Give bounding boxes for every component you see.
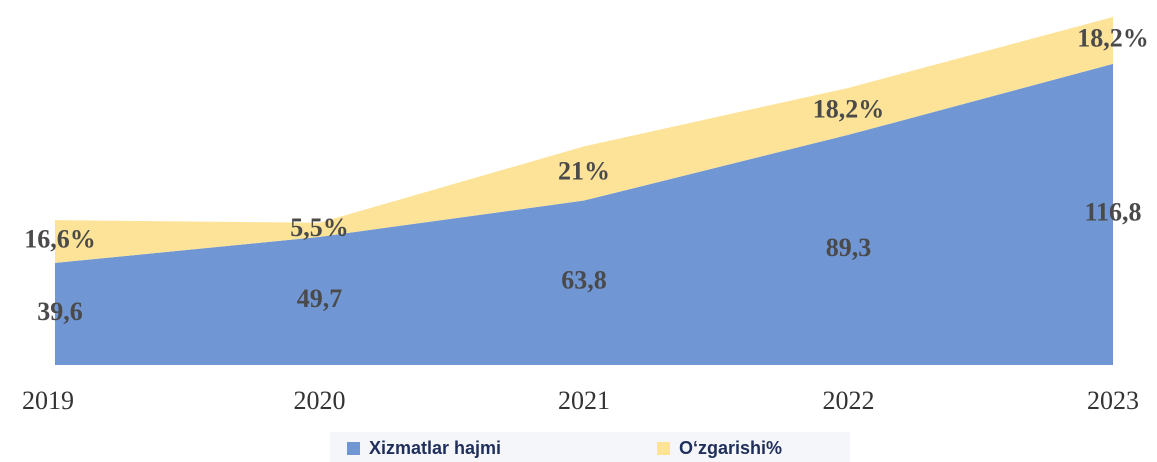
x-tick-label: 2020: [294, 386, 346, 415]
value-label: 39,6: [37, 297, 83, 326]
x-tick-label: 2019: [22, 386, 74, 415]
legend-label: O‘zgarishi%: [679, 438, 782, 458]
legend-swatch: [347, 442, 360, 455]
value-label: 16,6%: [24, 224, 96, 253]
value-label: 18,2%: [813, 94, 885, 123]
x-tick-label: 2022: [823, 386, 875, 415]
value-label: 5,5%: [290, 213, 349, 242]
area: [55, 17, 1113, 263]
legend-background: [330, 432, 850, 462]
value-label: 116,8: [1084, 197, 1141, 226]
x-tick-label: 2023: [1087, 386, 1139, 415]
legend-label: Xizmatlar hajmi: [369, 438, 501, 458]
value-label: 63,8: [561, 266, 607, 295]
x-tick-label: 2021: [558, 386, 610, 415]
area: [55, 63, 1113, 365]
value-label: 49,7: [297, 284, 343, 313]
value-label: 18,2%: [1077, 23, 1149, 52]
legend-swatch: [657, 442, 670, 455]
value-label: 21%: [558, 156, 610, 185]
value-label: 89,3: [826, 233, 872, 262]
